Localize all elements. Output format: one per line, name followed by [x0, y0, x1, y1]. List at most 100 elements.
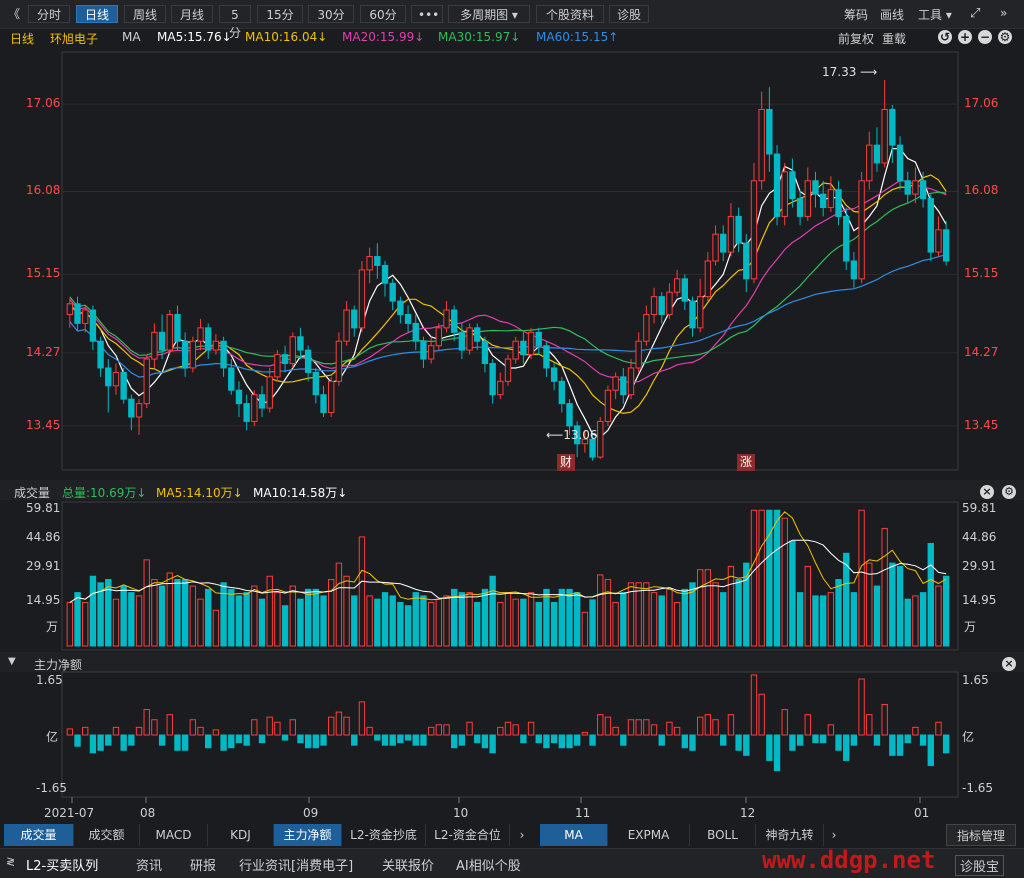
flow-bar: [189, 719, 197, 736]
volume-bar: [205, 588, 212, 647]
flow-bar: [228, 734, 235, 749]
tab-boll[interactable]: BOLL: [690, 824, 756, 846]
price-frame: [61, 51, 959, 471]
flow-bar: [443, 724, 450, 736]
candle-body: [819, 193, 827, 209]
volume-bar: [374, 598, 381, 647]
indicator-name[interactable]: MA: [122, 30, 141, 44]
tab-td9[interactable]: 神奇九转: [756, 824, 824, 846]
flow-bar: [789, 734, 796, 751]
l2-queue-tab[interactable]: L2-买卖队列: [26, 859, 99, 874]
flow-bar: [366, 726, 373, 736]
flow-bar: [328, 716, 335, 736]
candle-body: [451, 309, 458, 333]
volume-bar: [896, 565, 904, 647]
back-icon[interactable]: 《: [8, 7, 21, 21]
related-quote-tab[interactable]: 关联报价: [382, 859, 435, 874]
tab-macd[interactable]: MACD: [140, 824, 208, 846]
candle-body: [412, 322, 419, 342]
zoom-out-icon[interactable]: −: [978, 30, 992, 44]
close-icon[interactable]: ×: [980, 485, 994, 499]
research-tab[interactable]: 研报: [190, 859, 217, 874]
candle-body: [904, 180, 911, 195]
tab-expma[interactable]: EXPMA: [608, 824, 690, 846]
news-tab[interactable]: 资讯: [136, 859, 163, 874]
flow-bar: [927, 734, 934, 767]
tools-dropdown[interactable]: 工具 ▾: [918, 8, 952, 22]
candle-body: [689, 300, 696, 329]
settings-icon[interactable]: ⚙: [998, 30, 1012, 44]
flow-bar: [243, 734, 250, 746]
event-marker-rise[interactable]: 涨: [737, 454, 755, 471]
chevron-right-icon[interactable]: ›: [831, 828, 837, 842]
candle-body: [873, 144, 881, 164]
flow-bar: [527, 721, 535, 736]
chips-button[interactable]: 筹码: [844, 8, 869, 22]
flow-bar: [589, 734, 596, 746]
stock-info-button[interactable]: 个股资料: [536, 5, 604, 23]
tab-15min[interactable]: 15分: [257, 5, 303, 23]
volume-bar: [328, 579, 335, 647]
candle-body: [720, 233, 727, 253]
candle-body: [281, 354, 289, 364]
adjust-button[interactable]: 前复权: [838, 32, 875, 46]
volume-bar: [781, 517, 788, 647]
more-icon[interactable]: •••: [411, 5, 443, 23]
volume-bar: [666, 588, 673, 647]
tab-30min[interactable]: 30分: [308, 5, 354, 23]
flow-bar: [274, 721, 281, 736]
tab-5min[interactable]: 5分: [219, 5, 251, 40]
reload-button[interactable]: 重载: [882, 32, 907, 46]
flow-bar: [696, 716, 704, 736]
tab-monthly[interactable]: 月线: [171, 5, 213, 23]
undo-icon[interactable]: ↺: [938, 30, 952, 44]
candle-body: [366, 256, 373, 271]
volume-bar: [796, 592, 804, 647]
volume-bar: [174, 579, 181, 647]
volume-bar: [727, 565, 735, 647]
flow-bar: [66, 728, 74, 736]
tab-daily[interactable]: 日线: [76, 5, 118, 23]
tab-volume[interactable]: 成交量: [4, 824, 74, 846]
volume-bar: [451, 588, 458, 647]
fullscreen-icon[interactable]: ⤢: [970, 6, 981, 21]
tab-60min[interactable]: 60分: [360, 5, 406, 23]
chevron-right-icon[interactable]: ›: [519, 828, 525, 842]
candle-body: [935, 229, 942, 253]
candle-body: [420, 340, 427, 360]
flow-bar: [381, 734, 389, 746]
draw-button[interactable]: 画线: [880, 8, 905, 22]
price-tick-right: 14.27: [964, 344, 999, 359]
volume-bar: [520, 598, 527, 647]
flow-bar: [358, 701, 366, 736]
expand-icon[interactable]: »: [1000, 6, 1008, 20]
tab-turnover[interactable]: 成交额: [74, 824, 140, 846]
diagnose-bao-button[interactable]: 诊股宝: [955, 855, 1005, 876]
flow-bar: [320, 734, 327, 746]
multi-period-dropdown[interactable]: 多周期图 ▾: [448, 5, 530, 23]
tab-weekly[interactable]: 周线: [124, 5, 166, 23]
tab-main-flow[interactable]: 主力净额: [274, 824, 342, 846]
candle-body: [304, 349, 312, 373]
diagnose-button[interactable]: 诊股: [609, 5, 649, 23]
volume-bar: [381, 592, 389, 647]
settings-icon[interactable]: ⚙: [1002, 485, 1016, 499]
collapse-icon[interactable]: ▼: [8, 656, 16, 667]
tab-kdj[interactable]: KDJ: [208, 824, 274, 846]
candle-body: [758, 108, 765, 182]
tab-l2-position[interactable]: L2-资金合位: [426, 824, 510, 846]
tab-intraday[interactable]: 分时: [28, 5, 70, 23]
tab-l2-bottom[interactable]: L2-资金抄底: [342, 824, 426, 846]
event-marker-finance[interactable]: 财: [557, 454, 575, 471]
manage-button[interactable]: 指标管理: [946, 824, 1016, 846]
candle-body: [520, 340, 527, 356]
tab-ma[interactable]: MA: [540, 824, 608, 846]
zoom-in-icon[interactable]: +: [958, 30, 972, 44]
volume-bar: [228, 588, 235, 647]
collapse-icon[interactable]: ≷: [6, 855, 16, 868]
flow-bar: [312, 734, 320, 749]
industry-news-tab[interactable]: 行业资讯[消费电子]: [239, 859, 354, 874]
ai-similar-tab[interactable]: AI相似个股: [456, 859, 521, 874]
close-icon[interactable]: ×: [1002, 657, 1016, 671]
candle-body: [135, 403, 143, 418]
